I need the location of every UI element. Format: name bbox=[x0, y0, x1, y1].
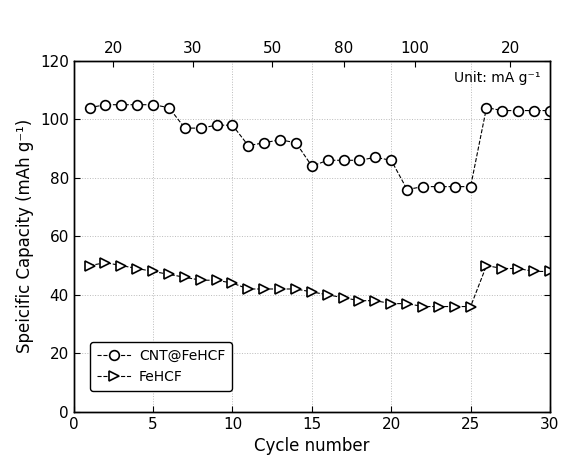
CNT@FeHCF bbox=[435, 184, 442, 190]
FeHCF bbox=[197, 278, 204, 283]
CNT@FeHCF bbox=[515, 108, 522, 113]
FeHCF bbox=[150, 269, 156, 274]
CNT@FeHCF bbox=[213, 123, 220, 128]
CNT@FeHCF bbox=[181, 125, 188, 131]
CNT@FeHCF bbox=[467, 184, 474, 190]
Line: CNT@FeHCF: CNT@FeHCF bbox=[84, 100, 555, 194]
FeHCF bbox=[324, 292, 331, 298]
CNT@FeHCF bbox=[547, 108, 553, 113]
CNT@FeHCF bbox=[197, 125, 204, 131]
FeHCF bbox=[467, 304, 474, 309]
CNT@FeHCF bbox=[102, 102, 109, 108]
Legend: CNT@FeHCF, FeHCF: CNT@FeHCF, FeHCF bbox=[90, 342, 232, 391]
FeHCF bbox=[499, 266, 506, 271]
CNT@FeHCF bbox=[451, 184, 458, 190]
FeHCF bbox=[356, 298, 363, 303]
FeHCF bbox=[245, 286, 252, 292]
FeHCF bbox=[102, 260, 109, 265]
CNT@FeHCF bbox=[483, 105, 490, 110]
FeHCF bbox=[340, 295, 347, 300]
CNT@FeHCF bbox=[118, 102, 125, 108]
Line: FeHCF: FeHCF bbox=[84, 258, 555, 311]
CNT@FeHCF bbox=[277, 137, 284, 143]
FeHCF bbox=[86, 263, 93, 268]
CNT@FeHCF bbox=[229, 123, 236, 128]
CNT@FeHCF bbox=[531, 108, 538, 113]
CNT@FeHCF bbox=[420, 184, 426, 190]
FeHCF bbox=[435, 304, 442, 309]
Y-axis label: Speicific Capacity (mAh g⁻¹): Speicific Capacity (mAh g⁻¹) bbox=[16, 119, 35, 353]
FeHCF bbox=[166, 271, 172, 277]
CNT@FeHCF bbox=[134, 102, 141, 108]
CNT@FeHCF bbox=[261, 140, 268, 146]
FeHCF bbox=[261, 286, 268, 292]
CNT@FeHCF bbox=[499, 108, 506, 113]
X-axis label: Cycle number: Cycle number bbox=[254, 437, 370, 455]
FeHCF bbox=[293, 286, 299, 292]
FeHCF bbox=[515, 266, 522, 271]
CNT@FeHCF bbox=[356, 157, 363, 163]
CNT@FeHCF bbox=[372, 154, 379, 160]
FeHCF bbox=[181, 274, 188, 280]
FeHCF bbox=[118, 263, 125, 268]
CNT@FeHCF bbox=[86, 105, 93, 110]
CNT@FeHCF bbox=[308, 163, 315, 169]
FeHCF bbox=[547, 269, 553, 274]
FeHCF bbox=[213, 278, 220, 283]
CNT@FeHCF bbox=[293, 140, 299, 146]
CNT@FeHCF bbox=[150, 102, 156, 108]
FeHCF bbox=[420, 304, 426, 309]
FeHCF bbox=[404, 301, 411, 307]
CNT@FeHCF bbox=[324, 157, 331, 163]
CNT@FeHCF bbox=[245, 143, 252, 148]
FeHCF bbox=[229, 280, 236, 286]
FeHCF bbox=[531, 269, 538, 274]
FeHCF bbox=[372, 298, 379, 303]
CNT@FeHCF bbox=[340, 157, 347, 163]
FeHCF bbox=[483, 263, 490, 268]
FeHCF bbox=[308, 289, 315, 295]
FeHCF bbox=[451, 304, 458, 309]
FeHCF bbox=[388, 301, 395, 307]
CNT@FeHCF bbox=[166, 105, 172, 110]
FeHCF bbox=[134, 266, 141, 271]
CNT@FeHCF bbox=[388, 157, 395, 163]
CNT@FeHCF bbox=[404, 187, 411, 192]
FeHCF bbox=[277, 286, 284, 292]
Text: Unit: mA g⁻¹: Unit: mA g⁻¹ bbox=[454, 71, 540, 85]
